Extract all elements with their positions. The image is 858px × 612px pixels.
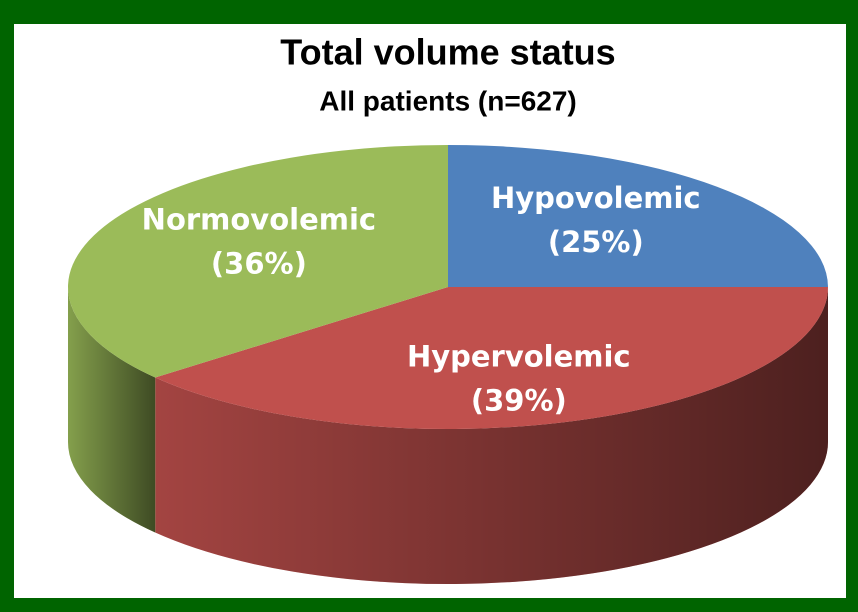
pie-side-shade: [155, 287, 829, 585]
value-label: (36%): [211, 247, 307, 281]
pie-slice: [68, 145, 448, 378]
slice-label: Hypovolemic: [491, 181, 701, 215]
chart-title: Total volume status: [280, 32, 615, 73]
pie-side-shade: [67, 287, 156, 533]
value-label: (25%): [548, 225, 644, 259]
value-label: (39%): [471, 383, 567, 417]
slice-label: Normovolemic: [142, 203, 376, 237]
slice-label: Hypervolemic: [407, 339, 631, 373]
pie-slice: [155, 287, 829, 429]
pie-slice: [448, 145, 828, 287]
chart-subtitle: All patients (n=627): [319, 85, 577, 116]
